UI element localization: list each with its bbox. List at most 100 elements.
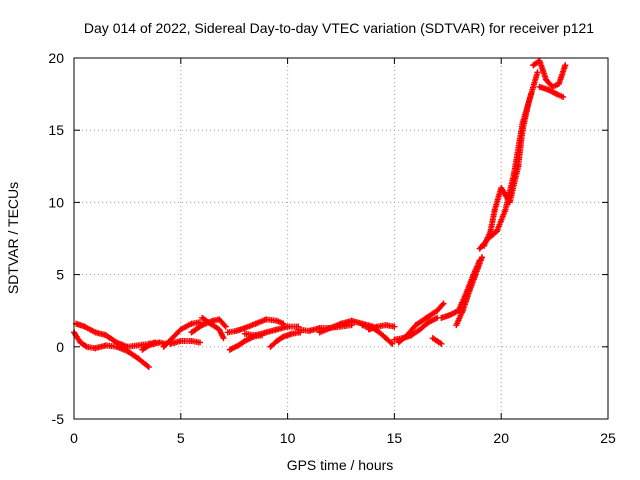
data-point	[224, 329, 231, 336]
y-tick-label: 10	[48, 194, 64, 210]
data-point	[348, 317, 355, 324]
data-point	[429, 335, 436, 342]
data-point	[555, 81, 562, 87]
data-point	[135, 342, 142, 349]
data-point	[92, 329, 99, 336]
series-track-n	[359, 322, 396, 347]
data-point	[491, 206, 498, 213]
data-point	[487, 228, 494, 235]
data-point	[316, 329, 323, 336]
x-tick-label: 15	[387, 430, 403, 446]
data-point	[545, 86, 552, 93]
chart-title: Day 014 of 2022, Sidereal Day-to-day VTE…	[84, 20, 594, 36]
data-point	[145, 364, 152, 370]
series-track-e	[167, 338, 203, 347]
data-point	[273, 326, 280, 333]
data-point	[241, 325, 248, 331]
data-point	[263, 329, 270, 336]
data-point	[562, 62, 569, 69]
data-points	[71, 57, 569, 370]
data-point	[169, 335, 176, 342]
data-point	[83, 343, 90, 350]
data-point	[382, 322, 389, 329]
data-point	[199, 314, 206, 321]
data-point	[553, 91, 560, 98]
data-point	[124, 343, 131, 350]
y-axis-ticks: -5 0 5 10 15 20	[48, 50, 608, 427]
data-point	[440, 300, 447, 307]
series-track-q	[395, 300, 447, 346]
x-tick-label: 5	[177, 430, 185, 446]
y-tick-label: 20	[48, 50, 64, 66]
data-point	[453, 322, 460, 329]
series-track-t	[453, 254, 485, 329]
data-point	[327, 325, 334, 331]
data-point	[226, 346, 233, 353]
data-point	[156, 339, 163, 346]
data-point	[222, 323, 229, 330]
data-point	[113, 339, 120, 346]
data-point	[485, 235, 492, 242]
data-point	[252, 332, 259, 339]
data-point	[472, 271, 479, 278]
data-point	[220, 335, 227, 342]
data-point	[391, 323, 398, 330]
series-track-g	[199, 314, 227, 342]
y-tick-label: 15	[48, 122, 64, 138]
data-point	[188, 320, 195, 327]
series-track-h	[224, 316, 287, 336]
data-point	[365, 326, 372, 333]
plot-frame	[73, 57, 609, 420]
data-point	[528, 91, 535, 98]
data-point	[374, 323, 381, 330]
data-point	[438, 314, 445, 321]
data-point	[502, 206, 509, 213]
data-point	[536, 83, 543, 90]
data-point	[241, 338, 248, 344]
data-point	[241, 330, 248, 337]
data-point	[543, 76, 550, 83]
data-point	[395, 339, 402, 346]
data-point	[466, 288, 473, 295]
data-point	[252, 320, 259, 327]
y-tick-label: 5	[56, 267, 64, 283]
data-point	[438, 340, 445, 347]
data-point	[188, 329, 195, 336]
data-point	[135, 355, 142, 362]
data-point	[434, 338, 441, 344]
data-point	[263, 316, 270, 323]
data-point	[434, 307, 441, 314]
data-point	[273, 317, 280, 324]
data-point	[425, 319, 432, 326]
data-point	[459, 307, 466, 314]
series-track-v	[476, 91, 535, 252]
data-point	[498, 185, 505, 191]
data-point	[235, 342, 242, 349]
data-point	[103, 342, 109, 349]
data-point	[519, 120, 526, 126]
data-point	[376, 329, 383, 336]
series-track-d	[160, 319, 203, 350]
data-point	[530, 62, 537, 69]
data-point	[167, 340, 174, 347]
data-point	[536, 57, 543, 64]
data-point	[207, 320, 214, 327]
data-point	[306, 327, 312, 334]
data-point	[233, 327, 240, 334]
y-tick-label: 0	[56, 339, 64, 355]
data-point	[81, 323, 88, 330]
data-point	[273, 338, 280, 344]
data-point	[267, 343, 274, 350]
data-point	[216, 316, 223, 323]
data-point	[404, 332, 411, 339]
x-tick-label: 0	[70, 430, 78, 446]
data-point	[493, 228, 500, 235]
x-tick-label: 25	[600, 430, 616, 446]
data-point	[177, 338, 184, 344]
data-point	[145, 342, 152, 349]
gridlines	[74, 58, 608, 419]
data-point	[77, 339, 84, 346]
data-point	[177, 326, 184, 333]
data-point	[389, 340, 396, 347]
